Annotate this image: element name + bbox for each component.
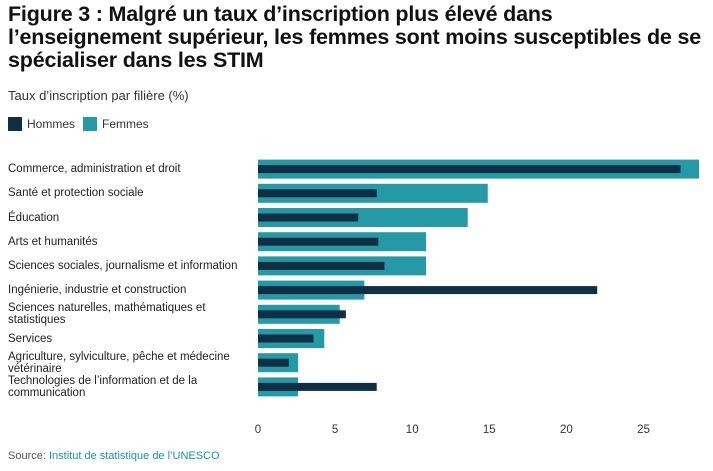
x-tick-label: 15: [483, 424, 496, 436]
bar-hommes: [258, 334, 314, 343]
source-label: Source:: [8, 450, 46, 462]
legend-swatch-femmes: [83, 117, 98, 131]
category-label: Sciences sociales, journalisme et inform…: [8, 259, 238, 272]
bar-hommes: [258, 165, 681, 174]
category-label: Technologies de l’information et de la c…: [8, 374, 198, 399]
category-label: Santé et protection sociale: [8, 187, 144, 200]
x-tick-label: 5: [332, 424, 338, 436]
legend-item-hommes: Hommes: [8, 117, 75, 131]
source-note: Source: Institut de statistique de l’UNE…: [8, 450, 220, 462]
category-label: Éducation: [8, 211, 60, 224]
bar-hommes: [258, 286, 598, 295]
chart-title: Figure 3 : Malgré un taux d’inscription …: [8, 2, 701, 72]
bar-hommes: [258, 358, 289, 367]
legend-item-femmes: Femmes: [83, 117, 149, 131]
category-label: Commerce, administration et droit: [8, 163, 181, 176]
x-tick-label: 0: [255, 424, 261, 436]
legend: Hommes Femmes: [8, 117, 157, 131]
bar-hommes: [258, 237, 379, 246]
bar-hommes: [258, 261, 385, 270]
legend-swatch-hommes: [8, 117, 22, 131]
category-label: Arts et humanités: [8, 235, 98, 248]
x-tick-label: 25: [637, 424, 650, 436]
chart-subtitle: Taux d’inscription par filière (%): [8, 88, 189, 103]
legend-label-femmes: Femmes: [102, 117, 149, 131]
category-label: Ingénierie, industrie et construction: [8, 284, 187, 297]
bar-hommes: [258, 213, 359, 222]
category-label: Services: [8, 332, 53, 345]
x-tick-label: 10: [406, 424, 419, 436]
bar-hommes: [258, 189, 377, 198]
bar-femmes: [258, 208, 468, 227]
category-label: Agriculture, sylviculture, pêche et méde…: [8, 350, 230, 375]
bar-hommes: [258, 382, 377, 391]
x-tick-label: 20: [560, 424, 573, 436]
bar-hommes: [258, 310, 346, 319]
source-link[interactable]: Institut de statistique de l’UNESCO: [48, 450, 220, 462]
category-label: Sciences naturelles, mathématiques et st…: [8, 302, 206, 327]
legend-label-hommes: Hommes: [27, 117, 76, 131]
